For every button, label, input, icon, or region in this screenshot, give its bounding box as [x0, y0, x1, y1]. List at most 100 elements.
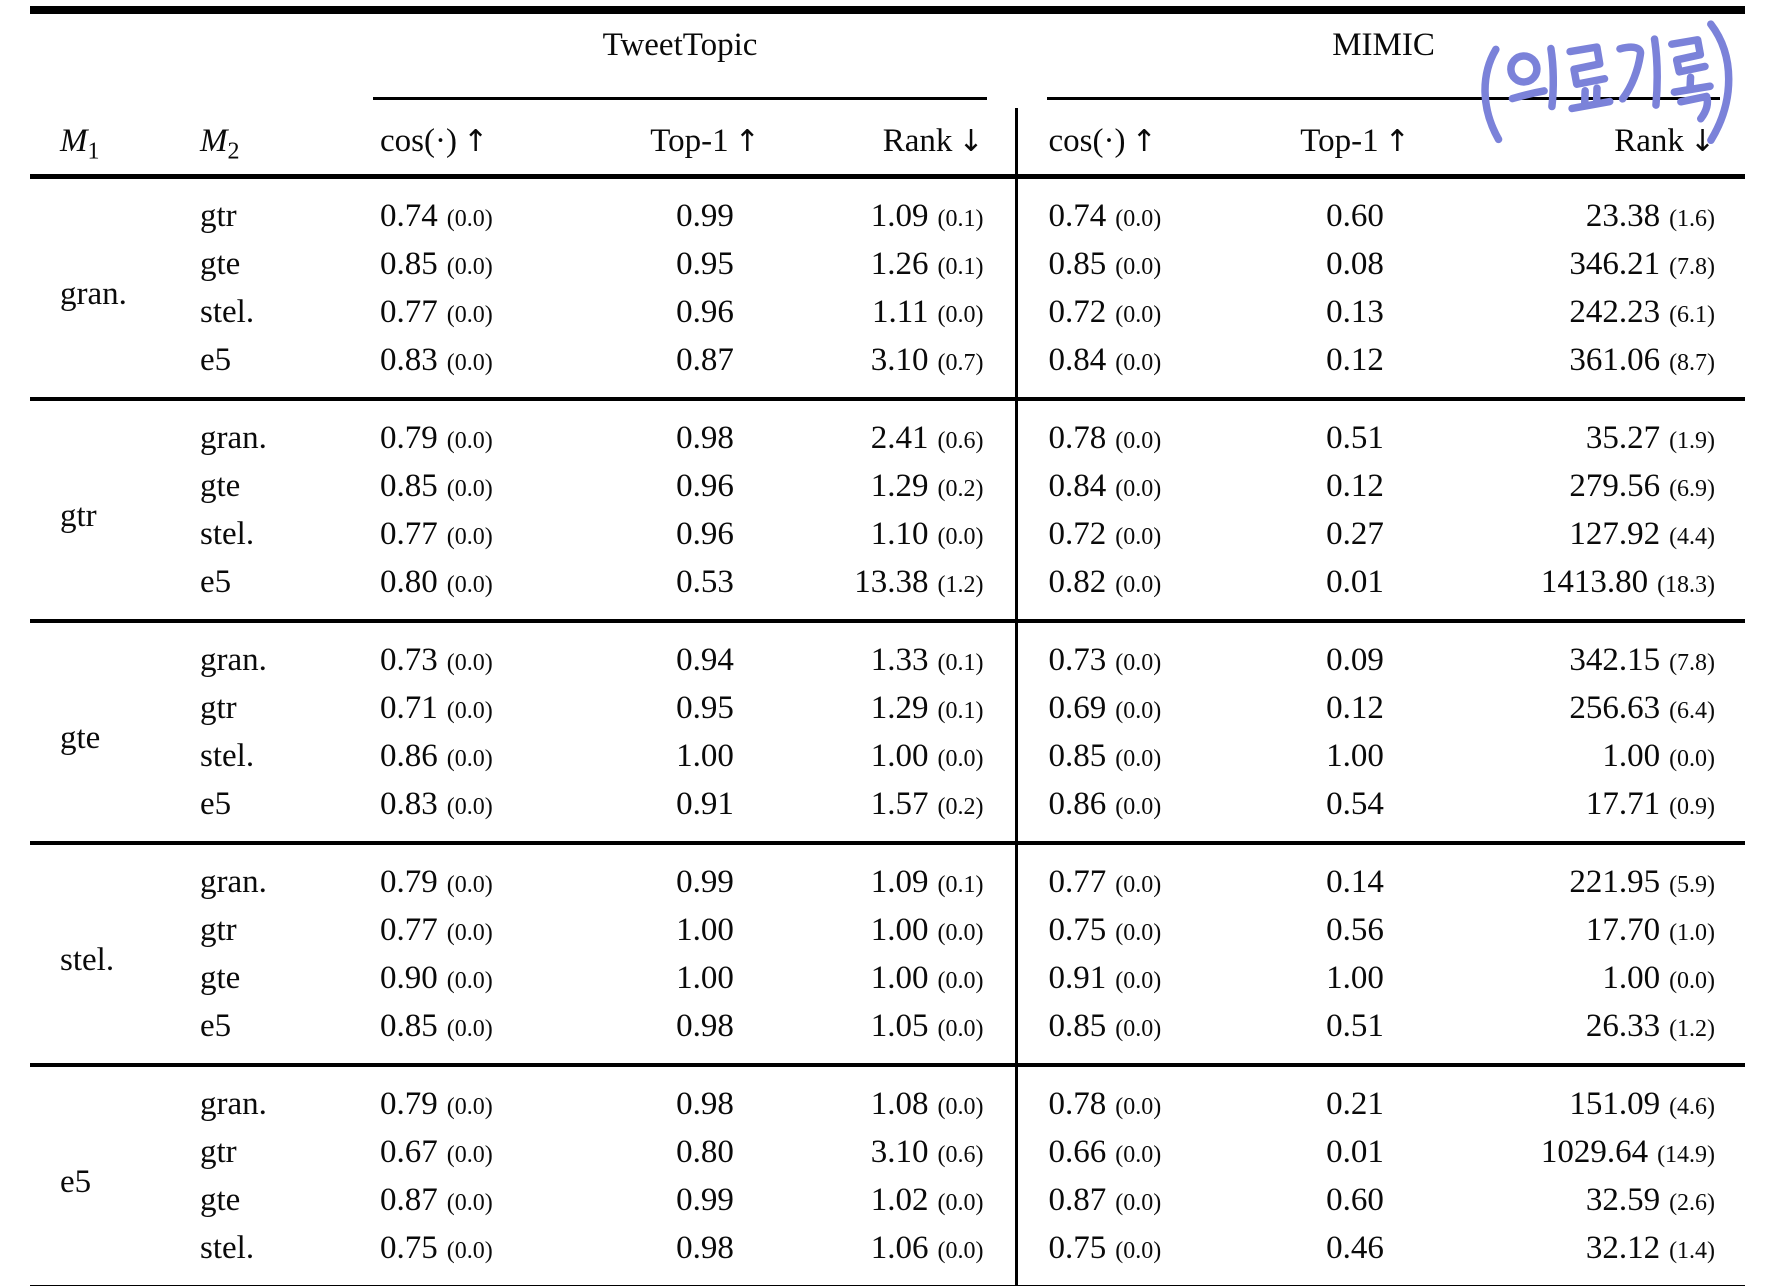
rank-std: (1.6) — [1669, 205, 1716, 232]
hangul-ui-vertical — [1547, 44, 1558, 111]
cos-std: (0.0) — [446, 697, 493, 724]
rank-value: 17.70 — [1585, 911, 1661, 948]
m1-group-label: e5 — [30, 1063, 170, 1285]
rank-value: 342.15 — [1569, 641, 1661, 678]
m2-cell: gte — [200, 1181, 241, 1218]
rank-value: 1.05 — [870, 1007, 929, 1044]
rank-std: (0.0) — [937, 1189, 984, 1216]
tweettopic-rank-cell: 1.00 (0.0) — [785, 906, 1016, 954]
m2-cell: e5 — [200, 1007, 232, 1044]
tweettopic-cos-cell: 0.77 (0.0) — [340, 906, 625, 954]
cos-std: (0.0) — [446, 427, 493, 454]
cos-value: 0.87 — [1048, 1181, 1107, 1218]
mimic-cos-cell: 0.84 (0.0) — [1014, 462, 1281, 510]
top1-value: 0.96 — [676, 467, 734, 504]
rank-value: 256.63 — [1569, 689, 1661, 726]
top1-value: 1.00 — [676, 737, 734, 774]
top1-value: 0.21 — [1326, 1085, 1384, 1122]
row-group-e5: e5 gran. 0.79 (0.0) 0.98 1.08 (0.0) 0.78 (0.0) 0.… — [30, 1063, 1746, 1285]
top1-value: 0.99 — [676, 863, 734, 900]
m2-cell: gte — [200, 467, 241, 504]
m2-cell: gte — [200, 245, 241, 282]
table-row: gtr gran. 0.79 (0.0) 0.98 2.41 (0.6) 0.78 (0.0) 0… — [30, 397, 1746, 621]
top1-value: 0.91 — [676, 785, 734, 822]
rank-value: 35.27 — [1585, 419, 1661, 456]
cos-value: 0.72 — [1048, 293, 1107, 330]
tweettopic-top1-cell: 1.00 — [625, 906, 785, 954]
metric-label: Rank — [1614, 122, 1684, 159]
mimic-rank-cell: 279.56 (6.9) — [1430, 462, 1745, 510]
cos-std: (0.0) — [1115, 871, 1162, 898]
table-row: gran. gtr 0.74 (0.0) 0.99 1.09 (0.1) 0.74 (0.0) 0… — [30, 174, 1746, 399]
tweettopic-rank-cell: 3.10 (0.6) — [785, 1128, 1016, 1176]
m-variable: M — [200, 122, 228, 159]
cos-value: 0.75 — [380, 1229, 438, 1266]
row-group-gran: gran. gtr 0.74 (0.0) 0.99 1.09 (0.1) 0.74 (0.0) 0… — [30, 174, 1746, 399]
top1-value: 0.98 — [676, 1085, 734, 1122]
tweettopic-cos-cell: 0.75 (0.0) — [340, 1224, 625, 1285]
mimic-top1-cell: 0.56 — [1280, 906, 1430, 954]
up-arrow-icon: ↑ — [462, 123, 489, 159]
cos-value: 0.87 — [380, 1181, 438, 1218]
tweettopic-rank-cell: 1.10 (0.0) — [785, 510, 1016, 558]
top1-value: 0.94 — [676, 641, 734, 678]
table-row: e5 0.85 (0.0) 0.98 1.05 (0.0) 0.85 (0.0) 0.51 26.… — [30, 1002, 1745, 1065]
top1-value: 0.98 — [676, 1007, 734, 1044]
tweettopic-cos-header: cos(·) ↑ — [340, 108, 625, 179]
cos-std: (0.0) — [1115, 697, 1162, 724]
m2-cell: gtr — [200, 1133, 237, 1170]
tweettopic-top1-cell: 0.53 — [625, 558, 785, 621]
cos-std: (0.0) — [1115, 1189, 1162, 1216]
tweettopic-rank-cell: 1.57 (0.2) — [785, 780, 1016, 843]
mimic-cos-cell: 0.69 (0.0) — [1014, 684, 1281, 732]
cos-value: 0.71 — [380, 689, 438, 726]
top1-value: 0.51 — [1326, 419, 1384, 456]
cos-value: 0.78 — [1048, 419, 1107, 456]
metric-label: cos(·) — [1048, 122, 1126, 159]
mimic-cos-cell: 0.72 (0.0) — [1014, 510, 1281, 558]
cos-std: (0.0) — [446, 1189, 493, 1216]
m2-cell: gran. — [170, 397, 340, 462]
mimic-top1-cell: 0.12 — [1280, 462, 1430, 510]
mimic-cos-cell: 0.86 (0.0) — [1014, 780, 1281, 843]
rank-value: 1.57 — [870, 785, 929, 822]
cos-std: (0.0) — [446, 349, 493, 376]
cos-value: 0.66 — [1048, 1133, 1107, 1170]
top1-value: 0.96 — [676, 515, 734, 552]
top1-value: 0.01 — [1326, 1133, 1384, 1170]
cos-std: (0.0) — [1115, 253, 1162, 280]
mimic-rank-cell: 17.71 (0.9) — [1430, 780, 1745, 843]
m2-cell: e5 — [200, 563, 232, 600]
tweettopic-cos-cell: 0.77 (0.0) — [340, 510, 625, 558]
metric-header-row: M1 M2 cos(·) ↑ Top-1 ↑ Rank ↓ cos(·) ↑ Top-1 ↑ Rank ↓ — [30, 108, 1746, 179]
mimic-rank-cell: 35.27 (1.9) — [1430, 397, 1746, 462]
rank-value: 1.09 — [870, 197, 929, 234]
metric-label: Top-1 — [650, 122, 729, 159]
mimic-top1-cell: 0.12 — [1280, 684, 1430, 732]
table-row: gtr 0.71 (0.0) 0.95 1.29 (0.1) 0.69 (0.0) 0.12 25… — [30, 684, 1745, 732]
mimic-rank-cell: 256.63 (6.4) — [1430, 684, 1745, 732]
tweettopic-rank-cell: 1.02 (0.0) — [785, 1176, 1016, 1224]
tweettopic-top1-cell: 0.94 — [625, 619, 785, 684]
rank-std: (0.7) — [937, 349, 984, 376]
rank-value: 3.10 — [870, 341, 929, 378]
cos-value: 0.83 — [380, 785, 438, 822]
mimic-top1-cell: 0.60 — [1280, 1176, 1430, 1224]
tweettopic-top1-cell: 0.96 — [625, 288, 785, 336]
tweettopic-cos-cell: 0.79 (0.0) — [340, 397, 625, 462]
tweettopic-top1-cell: 0.95 — [625, 684, 785, 732]
rank-value: 221.95 — [1569, 863, 1661, 900]
mimic-top1-cell: 1.00 — [1280, 954, 1430, 1002]
cos-std: (0.0) — [446, 1141, 493, 1168]
tweettopic-top1-cell: 0.95 — [625, 240, 785, 288]
mimic-cos-cell: 0.75 (0.0) — [1014, 1224, 1281, 1285]
m1-group-label: gte — [30, 619, 170, 843]
cos-std: (0.0) — [446, 475, 493, 502]
cos-value: 0.85 — [380, 467, 438, 504]
top1-value: 0.46 — [1326, 1229, 1384, 1266]
top1-value: 0.80 — [676, 1133, 734, 1170]
mimic-cos-cell: 0.66 (0.0) — [1014, 1128, 1281, 1176]
column-group-label: MIMIC — [1332, 27, 1435, 63]
cos-value: 0.77 — [380, 911, 438, 948]
